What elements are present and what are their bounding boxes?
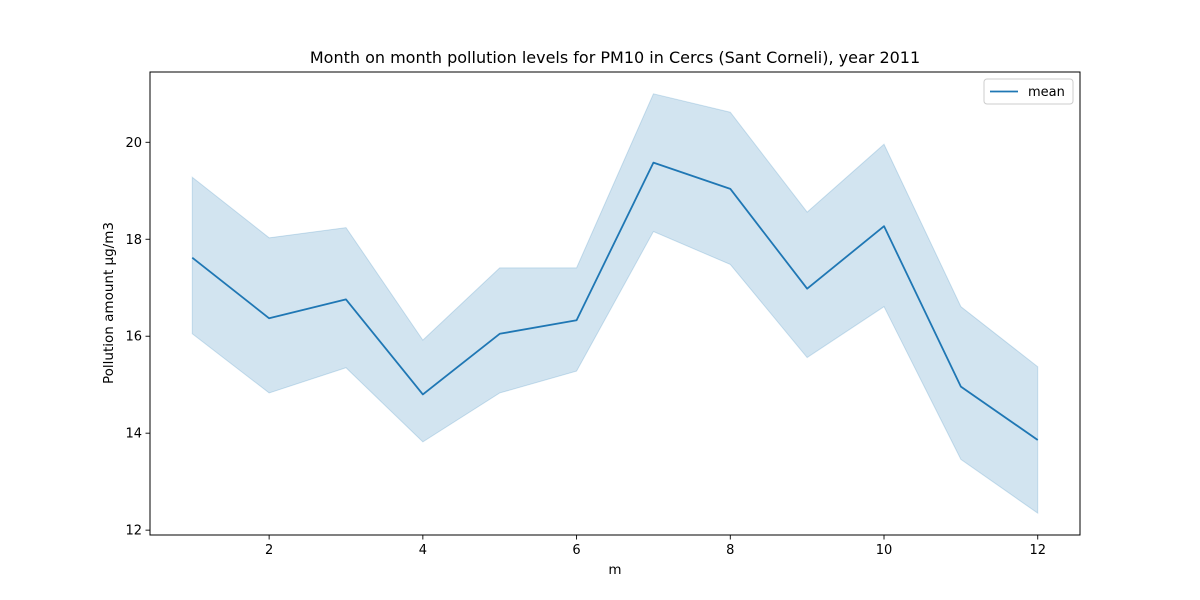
data-point-m12: [1036, 438, 1040, 442]
chart-title: Month on month pollution levels for PM10…: [310, 48, 920, 67]
x-tick-label: 8: [726, 543, 734, 558]
plot-frame: [149, 71, 1081, 536]
confidence-band: [191, 93, 1039, 515]
data-point-m9: [805, 287, 809, 291]
y-axis-label: Pollution amount µg/m3: [101, 222, 117, 384]
x-axis-label: m: [608, 562, 621, 578]
legend-box: [983, 78, 1074, 105]
x-tick-label: 2: [265, 543, 273, 558]
data-point-m10: [882, 224, 886, 228]
data-point-m1: [190, 256, 194, 260]
plot-area: [149, 71, 1081, 536]
data-point-m7: [651, 161, 655, 165]
y-tick-label: 12: [125, 524, 142, 539]
x-axis-ticks: 2 4 6 8 10 12: [265, 535, 1046, 558]
legend-label-mean: mean: [1028, 85, 1065, 100]
mean-line: [191, 161, 1039, 441]
y-tick-label: 20: [125, 136, 142, 151]
x-tick-label: 4: [419, 543, 427, 558]
legend: mean: [983, 78, 1074, 105]
y-axis-ticks: 12 14 16 18 20: [125, 136, 150, 539]
data-point-m4: [421, 392, 425, 396]
data-point-m2: [267, 316, 271, 320]
y-tick-label: 16: [125, 330, 142, 345]
x-tick-label: 10: [876, 543, 893, 558]
y-tick-label: 14: [125, 427, 142, 442]
data-point-m8: [728, 187, 732, 191]
data-point-m3: [344, 297, 348, 301]
x-tick-label: 12: [1029, 543, 1046, 558]
plot-background: [150, 72, 1080, 535]
data-point-m6: [575, 318, 579, 322]
y-tick-label: 18: [125, 233, 142, 248]
data-point-m11: [959, 385, 963, 389]
data-point-m5: [498, 332, 502, 336]
x-tick-label: 6: [572, 543, 580, 558]
